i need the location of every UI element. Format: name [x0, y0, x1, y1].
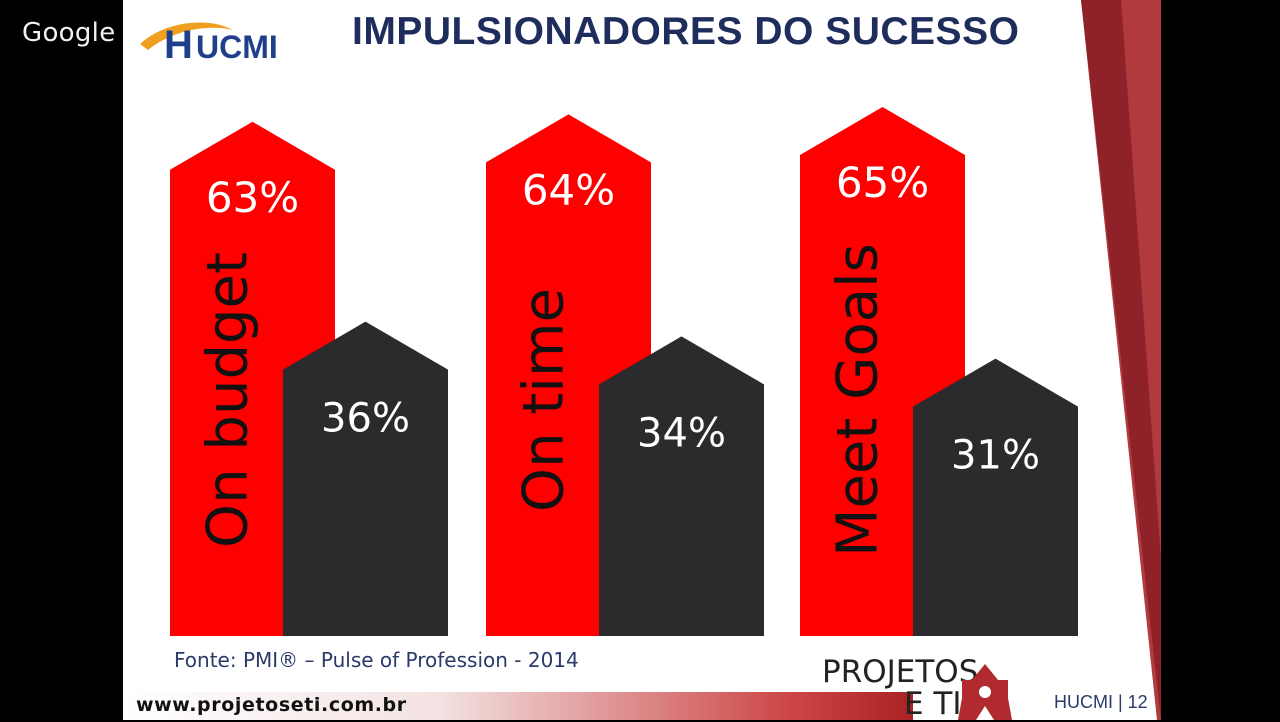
bar-on-budget-other — [283, 321, 448, 636]
category-label-on-budget: On budget — [196, 252, 261, 548]
svg-text:UCMI: UCMI — [196, 29, 278, 65]
data-label-on-budget-success: 63% — [206, 173, 299, 222]
category-label-meet-goals: Meet Goals — [826, 243, 891, 557]
category-label-on-time: On time — [512, 288, 577, 512]
decorative-stripe — [1081, 0, 1161, 720]
projetos-e-ti-brand: PROJETOS E TI — [822, 656, 978, 720]
data-label-meet-goals-other: 31% — [951, 433, 1040, 479]
svg-text:H: H — [164, 23, 193, 66]
brand-line-2: E TI — [904, 686, 962, 722]
puzzle-icon — [958, 664, 1012, 720]
data-label-on-time-other: 34% — [637, 410, 726, 456]
chart-source: Fonte: PMI® – Pulse of Profession - 2014 — [174, 648, 579, 672]
data-label-on-budget-other: 36% — [321, 396, 410, 442]
hucmi-logo: H UCMI — [140, 22, 278, 66]
website-url: www.projetoseti.com.br — [136, 694, 407, 716]
brand-line-1: PROJETOS — [822, 654, 979, 690]
page-number: HUCMI | 12 — [1054, 692, 1148, 712]
data-label-on-time-success: 64% — [522, 165, 615, 214]
slide-title: IMPULSIONADORES DO SUCESSO — [352, 10, 1020, 53]
footer-bar — [123, 692, 913, 720]
google-watermark: Google — [22, 18, 116, 48]
data-label-meet-goals-success: 65% — [836, 158, 929, 207]
bar-meet-goals-other — [913, 358, 1078, 636]
bar-on-time-other — [599, 336, 764, 636]
